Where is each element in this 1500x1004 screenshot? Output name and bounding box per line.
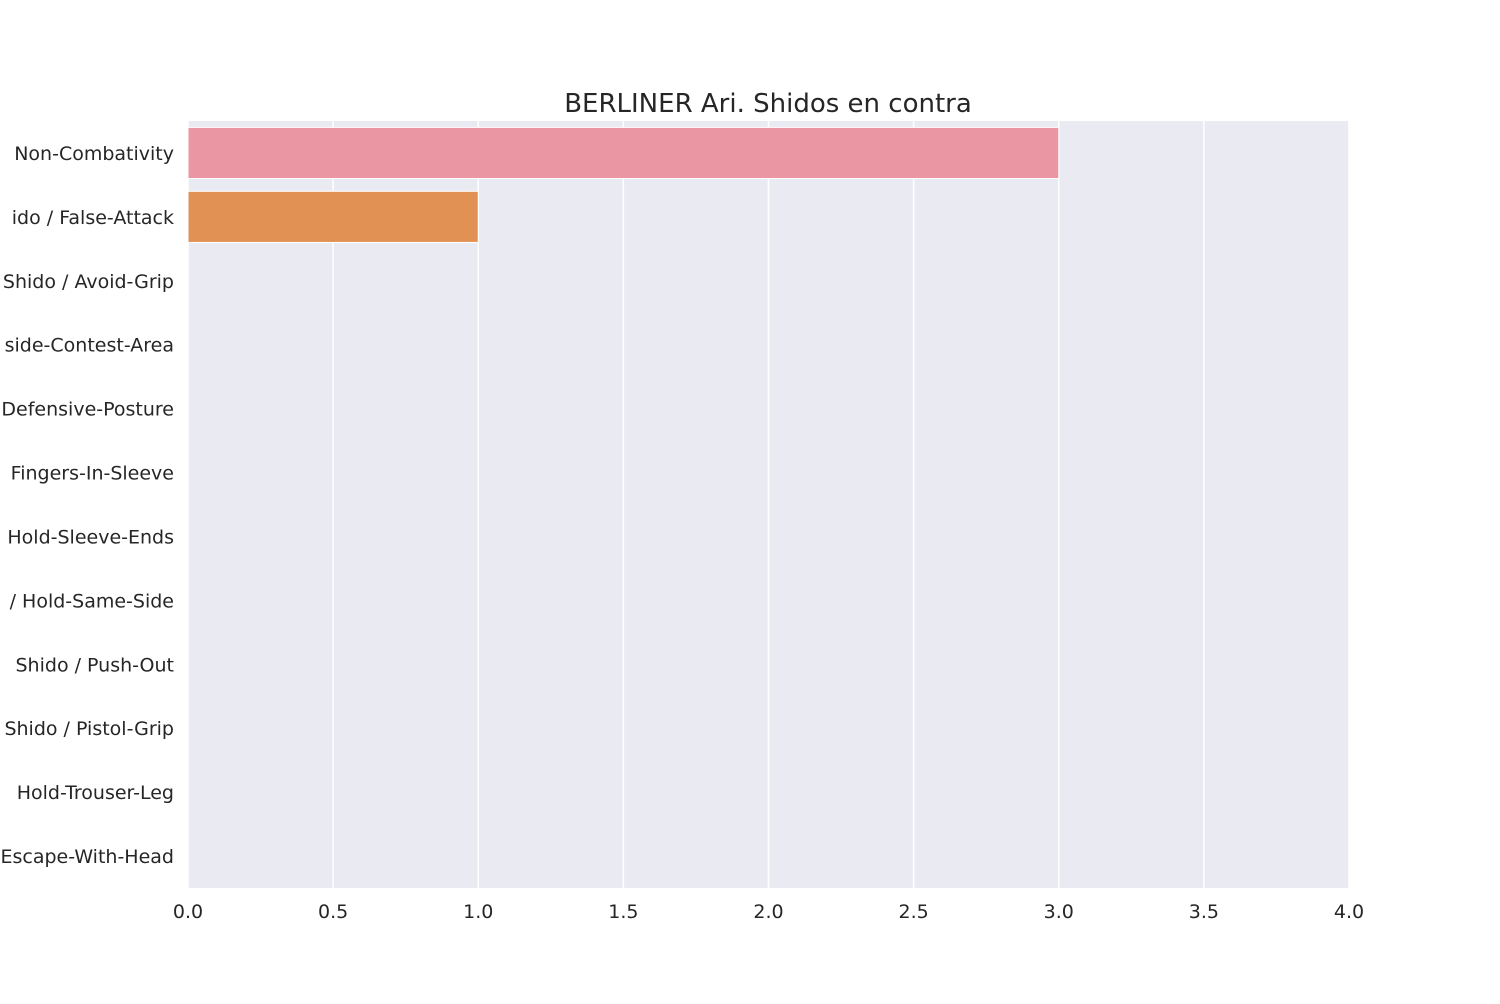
x-tick-label: 2.5: [899, 901, 929, 923]
y-tick-label: Non-Combativity: [14, 143, 174, 165]
x-tick-label: 2.0: [753, 901, 783, 923]
grid-lines: [187, 121, 1350, 888]
x-tick-label: 1.5: [608, 901, 638, 923]
y-tick-label: Hold-Sleeve-Ends: [7, 526, 174, 548]
x-tick-label: 3.0: [1044, 901, 1074, 923]
y-tick-label: ido / False-Attack: [12, 207, 174, 229]
x-tick-label: 0.0: [173, 901, 203, 923]
y-tick-label: Defensive-Posture: [1, 399, 174, 421]
y-tick-label: Shido / Avoid-Grip: [3, 271, 174, 293]
y-tick-label: Fingers-In-Sleeve: [11, 463, 174, 485]
y-tick-label: side-Contest-Area: [5, 335, 174, 357]
bar: [187, 126, 1060, 180]
y-tick-label: Escape-With-Head: [0, 846, 174, 868]
x-tick-labels: 0.0 0.5 1.0 1.5 2.0 2.5 3.0 3.5 4.0: [173, 901, 1364, 923]
y-tick-label: / Hold-Same-Side: [10, 590, 174, 612]
y-tick-labels: Non-Combativity ido / False-Attack Shido /…: [0, 143, 174, 868]
bar: [187, 190, 479, 243]
y-tick-label: Shido / Push-Out: [16, 654, 175, 676]
chart-title: BERLINER Ari. Shidos en contra: [564, 89, 972, 119]
x-tick-label: 0.5: [318, 901, 348, 923]
bars: [187, 126, 1060, 243]
y-tick-label: Shido / Pistol-Grip: [4, 718, 174, 740]
x-tick-label: 3.5: [1189, 901, 1219, 923]
y-tick-label: Hold-Trouser-Leg: [17, 782, 174, 804]
x-tick-label: 4.0: [1334, 901, 1364, 923]
x-tick-label: 1.0: [463, 901, 493, 923]
